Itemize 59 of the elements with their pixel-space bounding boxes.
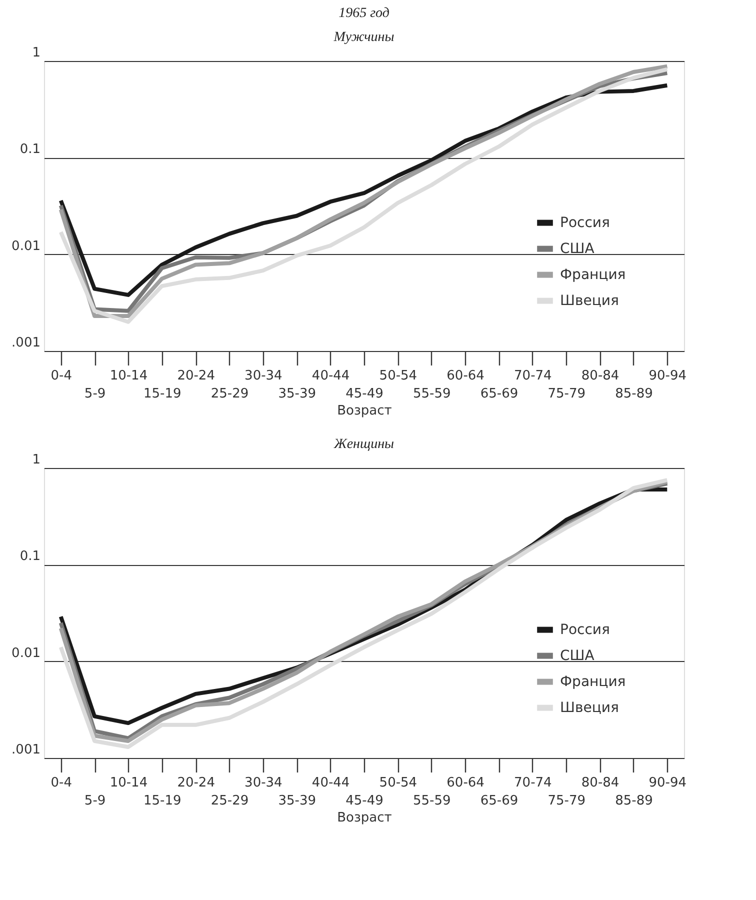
- legend-label: Россия: [560, 214, 610, 231]
- x-tick-label: 60-64: [446, 368, 484, 384]
- y-tick-label: 1: [32, 46, 40, 60]
- chart-title: Женщины: [333, 437, 394, 452]
- x-tick-label: 85-89: [615, 794, 653, 808]
- x-tick-label: 80-84: [581, 368, 620, 384]
- x-tick-label: 45-49: [346, 794, 384, 808]
- y-tick-label: 0.1: [20, 142, 40, 158]
- x-tick-label: 40-44: [312, 368, 350, 384]
- x-tick-label: 80-84: [581, 776, 620, 790]
- legend-label: Франция: [560, 266, 626, 283]
- x-tick-label: 70-74: [514, 776, 552, 790]
- x-tick-label: 10-14: [110, 368, 148, 384]
- y-tick-label: 1: [32, 452, 40, 468]
- x-tick-label: 50-54: [379, 368, 418, 384]
- y-tick-label: 0.01: [12, 238, 40, 254]
- legend-label: США: [560, 240, 595, 257]
- x-tick-label: 45-49: [346, 386, 384, 402]
- x-tick-label: 40-44: [312, 776, 350, 790]
- x-tick-label: 55-59: [412, 794, 451, 808]
- legend-label: Франция: [560, 674, 626, 690]
- x-tick-label: 90-94: [648, 368, 687, 384]
- x-tick-label: 55-59: [412, 386, 451, 402]
- x-tick-label: 25-29: [210, 386, 249, 402]
- y-tick-label: 0.1: [20, 549, 40, 564]
- x-tick-label: 30-34: [244, 776, 282, 790]
- x-tick-label: 65-69: [480, 386, 518, 402]
- legend-label: Швеция: [560, 292, 619, 309]
- x-tick-label: 90-94: [648, 776, 687, 790]
- y-tick-label: .001: [12, 336, 40, 350]
- x-tick-label: 65-69: [480, 794, 518, 808]
- x-tick-label: 10-14: [110, 776, 148, 790]
- x-tick-label: 25-29: [210, 794, 249, 808]
- legend-label: США: [560, 648, 595, 664]
- x-tick-label: 15-19: [144, 386, 182, 402]
- chart-subtitle: Мужчины: [332, 30, 394, 45]
- x-tick-label: 5-9: [84, 386, 106, 402]
- x-tick-label: 20-24: [177, 776, 215, 790]
- legend-label: Россия: [560, 622, 610, 638]
- x-tick-label: 20-24: [177, 368, 215, 384]
- x-tick-label: 50-54: [379, 776, 418, 790]
- x-tick-label: 0-4: [50, 776, 72, 790]
- x-tick-label: 75-79: [548, 386, 586, 402]
- x-tick-label: 30-34: [244, 368, 282, 384]
- x-tick-label: 35-39: [278, 386, 316, 402]
- x-tick-label: 5-9: [84, 794, 106, 808]
- x-tick-label: 0-4: [50, 368, 72, 384]
- legend-label: Швеция: [560, 700, 619, 716]
- chart-title: 1965 год: [338, 6, 390, 21]
- x-tick-label: 70-74: [514, 368, 552, 384]
- x-tick-label: 35-39: [278, 794, 316, 808]
- y-tick-label: 0.01: [12, 646, 40, 661]
- x-tick-label: 60-64: [446, 776, 484, 790]
- x-axis-title: Возраст: [337, 810, 392, 826]
- y-tick-label: .001: [12, 742, 40, 758]
- x-tick-label: 75-79: [548, 794, 586, 808]
- x-tick-label: 15-19: [144, 794, 182, 808]
- x-axis-title: Возраст: [337, 404, 392, 418]
- x-tick-label: 85-89: [615, 386, 653, 402]
